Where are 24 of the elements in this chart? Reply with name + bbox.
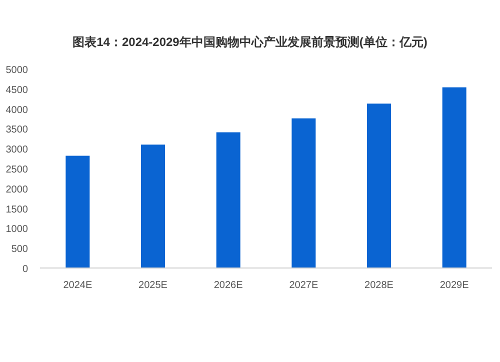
y-tick-label: 1500 bbox=[6, 204, 28, 216]
y-tick-label: 4500 bbox=[6, 84, 28, 96]
y-tick-label: 2000 bbox=[6, 184, 28, 196]
x-tick-label: 2026E bbox=[214, 280, 244, 291]
x-tick-label: 2028E bbox=[364, 280, 394, 291]
bar bbox=[66, 156, 90, 268]
x-tick-label: 2024E bbox=[63, 280, 92, 291]
y-tick-label: 3000 bbox=[6, 144, 28, 156]
y-tick-label: 500 bbox=[11, 244, 28, 256]
y-tick-label: 5000 bbox=[6, 65, 28, 76]
bar bbox=[367, 104, 391, 268]
bar bbox=[141, 144, 165, 268]
x-tick-label: 2025E bbox=[138, 280, 168, 291]
y-tick-label: 4000 bbox=[6, 104, 28, 116]
chart-title: 图表14：2024-2029年中国购物中心产业发展前景预测(单位：亿元) bbox=[72, 35, 428, 49]
y-tick-label: 0 bbox=[22, 264, 28, 275]
y-tick-label: 1000 bbox=[6, 224, 28, 236]
y-tick-label: 2500 bbox=[6, 164, 28, 176]
x-tick-label: 2029E bbox=[440, 280, 470, 291]
y-tick-label: 3500 bbox=[6, 124, 28, 136]
x-tick-label: 2027E bbox=[289, 280, 318, 291]
bar bbox=[216, 132, 240, 268]
bar bbox=[292, 118, 316, 268]
bar bbox=[442, 87, 466, 268]
